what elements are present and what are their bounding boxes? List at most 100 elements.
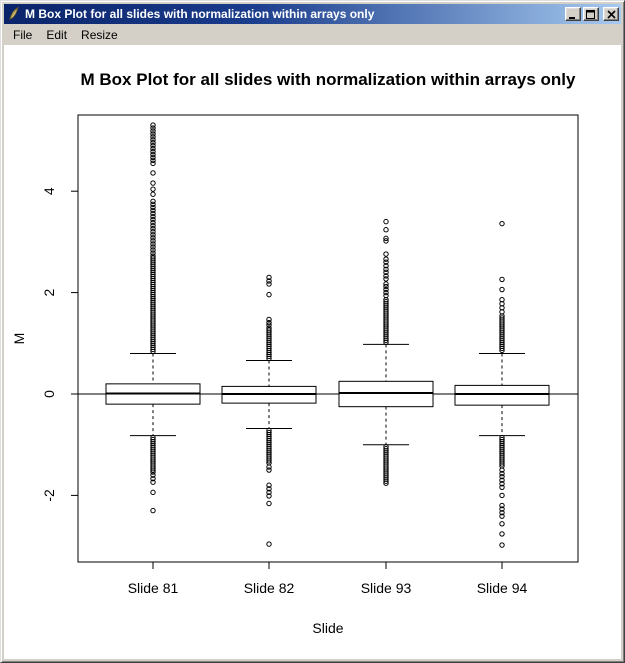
outlier-point: [266, 274, 272, 281]
y-axis-label: M: [11, 333, 27, 345]
maximize-button[interactable]: [583, 7, 599, 21]
outlier-point: [150, 210, 156, 217]
outlier-point: [383, 227, 389, 233]
y-tick-label: 2: [41, 288, 57, 296]
outlier-point: [150, 128, 156, 134]
x-category-label: Slide 82: [244, 580, 295, 596]
outlier-point: [266, 493, 272, 499]
outlier-point: [499, 481, 505, 487]
outlier-point: [150, 235, 156, 241]
outlier-point: [499, 513, 505, 519]
outlier-point: [499, 506, 505, 512]
outlier-point: [266, 281, 272, 287]
outlier-point: [499, 473, 505, 480]
outlier-point: [266, 489, 272, 496]
outlier-point: [150, 250, 156, 256]
outlier-point: [150, 222, 156, 229]
outlier-point: [499, 509, 505, 516]
outlier-point: [150, 229, 156, 235]
outlier-point: [266, 322, 272, 328]
minimize-icon: [569, 16, 575, 19]
outlier-point: [383, 478, 389, 484]
outlier-point: [150, 134, 156, 140]
outlier-point: [150, 142, 156, 149]
outlier-point: [150, 191, 156, 197]
x-category-label: Slide 81: [128, 580, 179, 596]
outlier-point: [383, 292, 389, 299]
outlier-point: [150, 186, 156, 192]
outlier-point: [266, 325, 272, 331]
outlier-point: [383, 286, 389, 293]
outlier-point: [150, 507, 156, 514]
outlier-point: [150, 255, 156, 261]
outlier-point: [150, 148, 156, 155]
outlier-point: [150, 467, 156, 473]
close-button[interactable]: [603, 7, 619, 21]
outlier-point: [150, 241, 156, 247]
outlier-point: [499, 521, 505, 527]
outlier-point: [499, 502, 505, 509]
outlier-point: [499, 492, 505, 499]
outlier-point: [499, 286, 505, 293]
outlier-point: [150, 472, 156, 478]
y-tick-label: 4: [41, 187, 57, 195]
minimize-button[interactable]: [565, 7, 581, 21]
outlier-point: [499, 461, 505, 467]
outlier-point: [266, 500, 272, 507]
outlier-point: [383, 281, 389, 287]
outlier-point: [383, 269, 389, 276]
outlier-point: [383, 251, 389, 257]
outlier-point: [266, 486, 272, 492]
outlier-point: [150, 122, 156, 128]
outlier-point: [150, 213, 156, 220]
outlier-point: [383, 238, 389, 244]
outlier-point: [150, 198, 156, 205]
outlier-point: [150, 216, 156, 223]
menu-edit[interactable]: Edit: [46, 27, 68, 42]
window-controls: [565, 7, 619, 21]
outlier-point: [266, 316, 272, 323]
menu-resize[interactable]: Resize: [81, 27, 118, 42]
outlier-point: [266, 327, 272, 333]
outlier-point: [150, 170, 156, 176]
outlier-point: [383, 276, 389, 282]
menubar: File Edit Resize: [4, 24, 621, 45]
outlier-point: [150, 137, 156, 143]
outlier-point: [150, 180, 156, 186]
outlier-point: [499, 276, 505, 283]
outlier-point: [383, 299, 389, 305]
outlier-point: [150, 131, 156, 137]
outlier-point: [150, 247, 156, 253]
plot-client-area: M Box Plot for all slides with normaliza…: [4, 45, 621, 659]
outlier-point: [383, 283, 389, 290]
outlier-point: [383, 289, 389, 296]
y-tick-label: 0: [41, 390, 57, 398]
outlier-point: [499, 531, 505, 537]
plot-border: [77, 114, 579, 563]
outlier-point: [266, 458, 272, 464]
outlier-point: [266, 464, 272, 470]
maximize-icon: [586, 9, 595, 19]
outlier-point: [150, 204, 156, 211]
outlier-point: [499, 542, 505, 548]
outlier-point: [499, 477, 505, 483]
outlier-point: [150, 219, 156, 226]
titlebar[interactable]: M Box Plot for all slides with normaliza…: [4, 4, 621, 24]
outlier-point: [383, 266, 389, 272]
boxplot-slide-81: [105, 122, 201, 514]
outlier-point: [499, 315, 505, 321]
outlier-point: [383, 273, 389, 279]
y-tick-label: -2: [41, 489, 57, 502]
menu-file[interactable]: File: [13, 27, 33, 42]
iqr-box: [338, 380, 434, 408]
outlier-point: [266, 467, 272, 473]
outlier-point: [150, 157, 156, 164]
outlier-point: [150, 207, 156, 214]
outlier-point: [383, 259, 389, 265]
x-category-label: Slide 94: [477, 580, 528, 596]
outlier-point: [266, 482, 272, 488]
outlier-point: [266, 291, 272, 298]
outlier-point: [150, 232, 156, 238]
outlier-point: [499, 296, 505, 303]
